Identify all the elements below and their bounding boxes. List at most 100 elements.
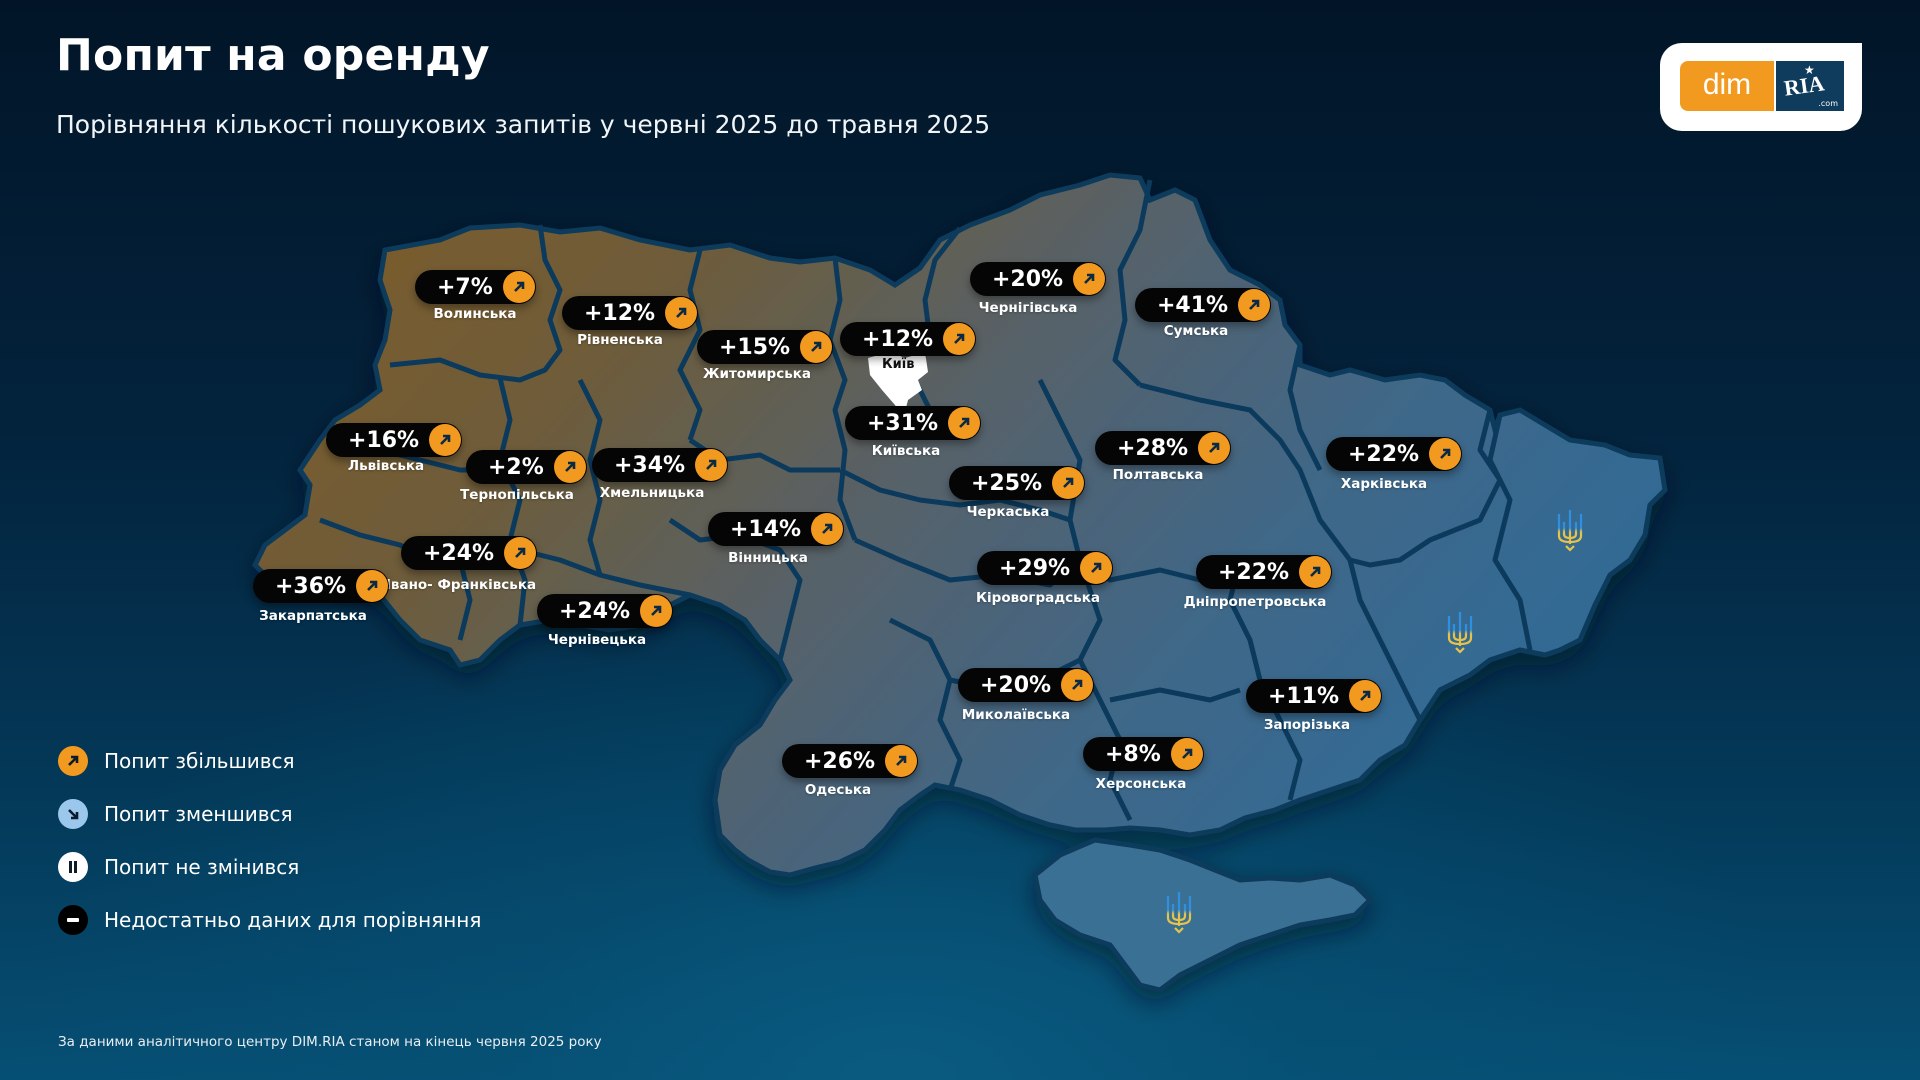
region-name: Чернігівська [978, 300, 1078, 316]
arrow-up-right-icon [1299, 556, 1332, 588]
arrow-up-right-icon [504, 537, 537, 569]
region-value-badge: +29% [977, 551, 1114, 585]
region-value-badge: +34% [592, 448, 729, 482]
arrow-up-right-icon [58, 746, 88, 776]
logo-ria: ★ RIA .com [1776, 61, 1844, 111]
region-value-badge: +22% [1196, 555, 1333, 589]
crimea-shape [1032, 837, 1374, 993]
region-value-badge: +28% [1095, 431, 1232, 465]
region-name: Волинська [433, 306, 517, 322]
region-name: Київська [871, 443, 941, 459]
arrow-up-right-icon [811, 513, 844, 545]
arrow-up-right-icon [1052, 467, 1085, 499]
arrow-up-right-icon [640, 595, 673, 627]
region-name: Херсонська [1095, 776, 1187, 792]
region-name: Харківська [1340, 476, 1428, 492]
region-value: +12% [584, 300, 656, 326]
page-subtitle: Порівняння кількості пошукових запитів у… [56, 110, 991, 139]
region-value: +28% [1117, 435, 1189, 461]
minus-icon [58, 905, 88, 935]
region-value: +8% [1105, 741, 1161, 767]
arrow-down-right-icon [58, 799, 88, 829]
arrow-up-right-icon [1080, 552, 1113, 584]
region-name: Хмельницька [599, 485, 705, 501]
region-value: +24% [423, 540, 495, 566]
region-value: +41% [1157, 292, 1229, 318]
arrow-up-right-icon [502, 271, 535, 303]
region-name: Івано- Франківська [385, 577, 537, 593]
region-value-badge: +8% [1083, 737, 1204, 771]
region-value: +31% [867, 410, 939, 436]
region-value: +34% [614, 452, 686, 478]
arrow-up-right-icon [695, 449, 728, 481]
arrow-up-right-icon [553, 451, 586, 483]
region-value-badge: +25% [949, 466, 1086, 500]
region-value: +14% [730, 516, 802, 542]
region-value: +12% [862, 326, 934, 352]
region-value: +11% [1268, 683, 1340, 709]
region-value: +24% [559, 598, 631, 624]
region-value: +20% [980, 672, 1052, 698]
arrow-up-right-icon [1238, 289, 1271, 321]
region-value-badge: +22% [1326, 437, 1463, 471]
region-value-badge: +31% [845, 406, 982, 440]
arrow-up-right-icon [356, 570, 389, 602]
region-value-badge: +26% [782, 744, 919, 778]
region-value: +22% [1348, 441, 1420, 467]
region-value-badge: +12% [562, 296, 699, 330]
kyiv-city-label: Київ [882, 357, 915, 372]
region-value: +2% [488, 454, 544, 480]
region-value: +20% [992, 266, 1064, 292]
arrow-up-right-icon [1349, 680, 1382, 712]
region-value-badge: +20% [958, 668, 1095, 702]
arrow-up-right-icon [1198, 432, 1231, 464]
arrow-up-right-icon [1061, 669, 1094, 701]
region-value: +25% [971, 470, 1043, 496]
arrow-up-right-icon [1429, 438, 1462, 470]
arrow-up-right-icon [885, 745, 918, 777]
page-title: Попит на оренду [56, 30, 490, 81]
source-footnote: За даними аналітичного центру DIM.RIA ст… [58, 1034, 602, 1050]
region-value-badge: +24% [401, 536, 538, 570]
arrow-up-right-icon [1073, 263, 1106, 295]
region-value-badge: +15% [697, 330, 834, 364]
region-value: +29% [999, 555, 1071, 581]
region-value-badge: +14% [708, 512, 845, 546]
region-name: Закарпатська [259, 608, 367, 624]
region-name: Черкаська [966, 504, 1050, 520]
pause-icon [58, 852, 88, 882]
legend-item-no-change: Попит не змінився [58, 851, 481, 883]
region-value: +7% [437, 274, 493, 300]
region-name: Запорізька [1263, 717, 1351, 733]
star-icon: ★ [1804, 63, 1815, 77]
region-value-badge: +24% [537, 594, 674, 628]
legend-item-no-data: Недостатньо даних для порівняння [58, 904, 481, 936]
region-value-badge: +20% [970, 262, 1107, 296]
kyiv-city-shape [868, 352, 928, 420]
arrow-up-right-icon [943, 323, 976, 355]
region-name: Сумська [1163, 323, 1229, 339]
region-name: Кіровоградська [976, 590, 1100, 606]
region-name: Тернопільська [460, 487, 574, 503]
region-name: Дніпропетровська [1183, 594, 1327, 610]
region-value-badge: +16% [326, 423, 463, 457]
region-value: +22% [1218, 559, 1290, 585]
region-value: +26% [804, 748, 876, 774]
region-value-badge: +2% [466, 450, 587, 484]
region-name: Полтавська [1112, 467, 1204, 483]
arrow-up-right-icon [665, 297, 698, 329]
region-value: +15% [719, 334, 791, 360]
dim-ria-logo: dim ★ RIA .com [1660, 43, 1862, 131]
region-value: +36% [275, 573, 347, 599]
region-value-badge: +36% [253, 569, 390, 603]
region-name: Житомирська [702, 366, 812, 382]
region-name: Одеська [804, 782, 872, 798]
legend: Попит збільшився Попит зменшився Попит н… [58, 745, 481, 957]
arrow-up-right-icon [1170, 738, 1203, 770]
region-name: Чернівецька [547, 632, 647, 648]
legend-item-decrease: Попит зменшився [58, 798, 481, 830]
trident-icon [1166, 892, 1192, 934]
region-value: +16% [348, 427, 420, 453]
region-value-badge: +41% [1135, 288, 1272, 322]
region-name: Вінницька [728, 550, 808, 566]
